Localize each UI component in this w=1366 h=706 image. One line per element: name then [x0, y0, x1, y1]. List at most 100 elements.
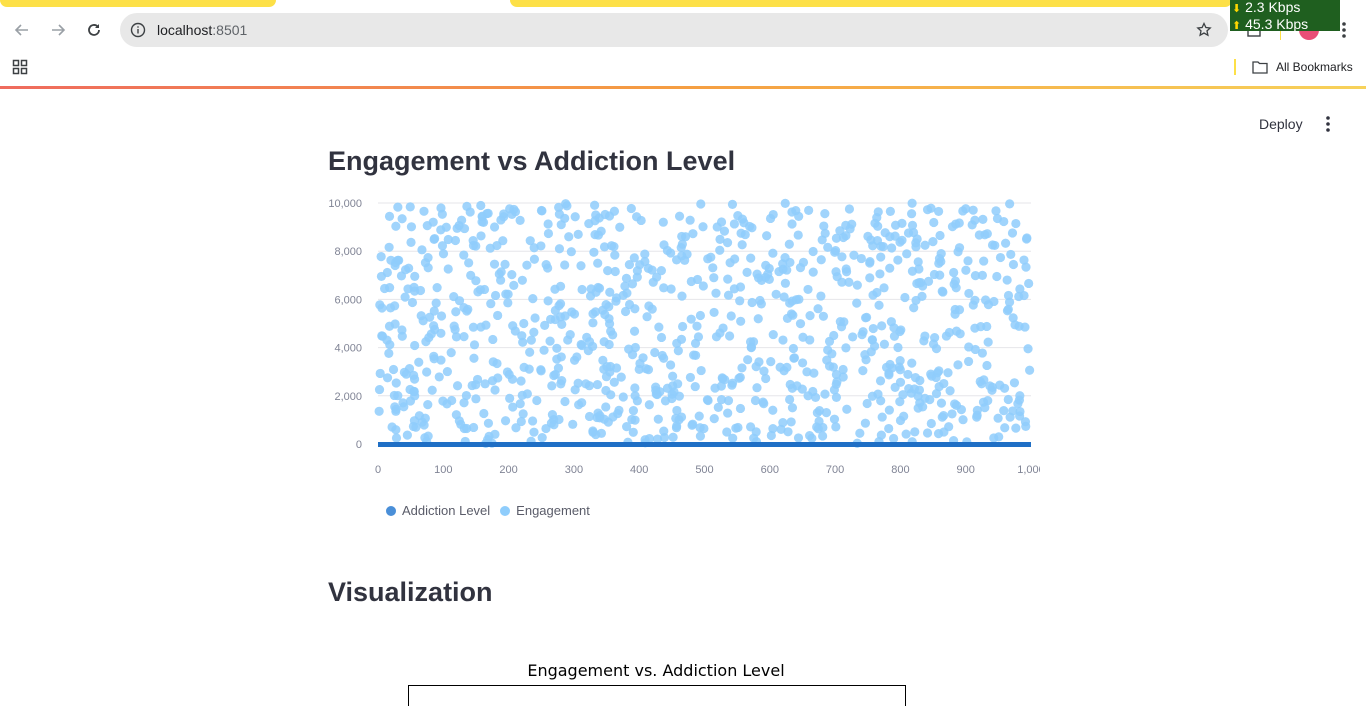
- engagement-point: [629, 253, 639, 263]
- engagement-point: [742, 267, 752, 277]
- engagement-point: [716, 217, 727, 227]
- engagement-point: [798, 257, 809, 267]
- engagement-point: [598, 305, 608, 315]
- engagement-point: [852, 280, 862, 290]
- engagement-point: [935, 230, 945, 241]
- apps-grid-icon[interactable]: [12, 59, 28, 80]
- x-tick-label: 800: [891, 464, 909, 476]
- chart-legend: Addiction Level Engagement: [386, 503, 600, 518]
- section-title-engagement: Engagement vs Addiction Level: [328, 146, 736, 176]
- engagement-point: [690, 381, 700, 392]
- engagement-point: [401, 369, 411, 379]
- engagement-point: [989, 433, 999, 443]
- engagement-point: [393, 202, 403, 212]
- engagement-point: [461, 390, 471, 401]
- engagement-point: [937, 412, 947, 422]
- browser-menu-icon[interactable]: [1336, 20, 1352, 40]
- engagement-point: [471, 380, 481, 390]
- engagement-point: [918, 281, 928, 291]
- engagement-point: [1006, 249, 1016, 260]
- engagement-point: [442, 399, 452, 409]
- address-bar[interactable]: localhost:8501: [120, 13, 1228, 47]
- deploy-button[interactable]: Deploy: [1259, 116, 1303, 132]
- engagement-point: [496, 267, 506, 277]
- engagement-point: [677, 231, 687, 242]
- engagement-point: [809, 368, 819, 378]
- engagement-point: [462, 306, 472, 316]
- engagement-point: [771, 289, 781, 299]
- engagement-point: [1011, 218, 1021, 229]
- engagement-point: [885, 263, 895, 273]
- engagement-point: [624, 259, 635, 270]
- engagement-point: [516, 376, 526, 386]
- engagement-point: [759, 366, 769, 376]
- engagement-point: [565, 329, 575, 340]
- engagement-point: [856, 253, 866, 264]
- engagement-point: [627, 279, 638, 289]
- tab-inactive[interactable]: [0, 0, 276, 7]
- engagement-point: [430, 233, 440, 244]
- engagement-point: [500, 416, 511, 426]
- engagement-point: [736, 316, 746, 326]
- engagement-point: [427, 385, 437, 395]
- forward-icon[interactable]: [48, 20, 68, 40]
- engagement-point: [920, 331, 930, 341]
- engagement-point: [543, 228, 554, 239]
- engagement-point: [577, 398, 587, 408]
- engagement-point: [668, 432, 678, 442]
- engagement-point: [805, 431, 815, 441]
- tab-inactive[interactable]: [510, 0, 1232, 7]
- engagement-point: [1013, 399, 1023, 409]
- x-tick-label: 0: [375, 464, 381, 476]
- engagement-point: [462, 423, 472, 434]
- engagement-point: [782, 265, 792, 275]
- engagement-point: [436, 355, 446, 365]
- engagement-point: [723, 408, 733, 418]
- reload-icon[interactable]: [84, 20, 104, 40]
- engagement-point: [907, 209, 917, 219]
- engagement-point: [451, 410, 461, 420]
- engagement-point: [606, 241, 617, 251]
- engagement-point: [805, 311, 815, 321]
- engagement-point: [459, 223, 470, 234]
- engagement-point: [1019, 255, 1029, 265]
- engagement-point: [831, 379, 841, 389]
- engagement-point: [802, 367, 812, 377]
- bookmark-star-icon[interactable]: [1196, 22, 1212, 38]
- engagement-point: [599, 242, 610, 252]
- all-bookmarks-link[interactable]: All Bookmarks: [1276, 60, 1353, 74]
- engagement-point: [582, 332, 592, 342]
- legend-item-addiction[interactable]: Addiction Level: [386, 503, 490, 518]
- app-menu-icon[interactable]: [1321, 115, 1335, 133]
- engagement-point: [895, 397, 905, 407]
- engagement-point: [557, 319, 567, 329]
- legend-item-engagement[interactable]: Engagement: [500, 503, 590, 518]
- back-icon[interactable]: [12, 20, 32, 40]
- engagement-point: [775, 362, 785, 372]
- engagement-point: [593, 230, 603, 240]
- bookmarks-divider: [1234, 59, 1236, 75]
- engagement-point: [895, 365, 905, 375]
- scatter-chart[interactable]: 0 2,000 4,000 6,000 8,000 10,000 0 100 200 300 400…: [320, 190, 1040, 485]
- engagement-point: [635, 358, 645, 369]
- engagement-point: [723, 274, 733, 284]
- engagement-point: [895, 377, 906, 387]
- engagement-point: [737, 214, 748, 224]
- engagement-point: [620, 306, 631, 317]
- engagement-point: [436, 225, 446, 235]
- site-info-icon[interactable]: [130, 22, 146, 38]
- matplotlib-title: Engagement vs. Addiction Level: [527, 661, 785, 680]
- engagement-point: [568, 419, 578, 429]
- engagement-point: [391, 221, 401, 231]
- engagement-point: [1021, 262, 1031, 272]
- y-tick-label: 4,000: [334, 343, 362, 355]
- engagement-point: [999, 216, 1009, 227]
- engagement-point: [406, 237, 416, 248]
- engagement-point: [449, 321, 459, 331]
- engagement-point: [885, 206, 895, 216]
- engagement-point: [713, 402, 723, 413]
- engagement-point: [838, 372, 848, 382]
- engagement-point: [926, 203, 936, 213]
- x-tick-label: 500: [695, 464, 713, 476]
- engagement-point: [837, 252, 847, 262]
